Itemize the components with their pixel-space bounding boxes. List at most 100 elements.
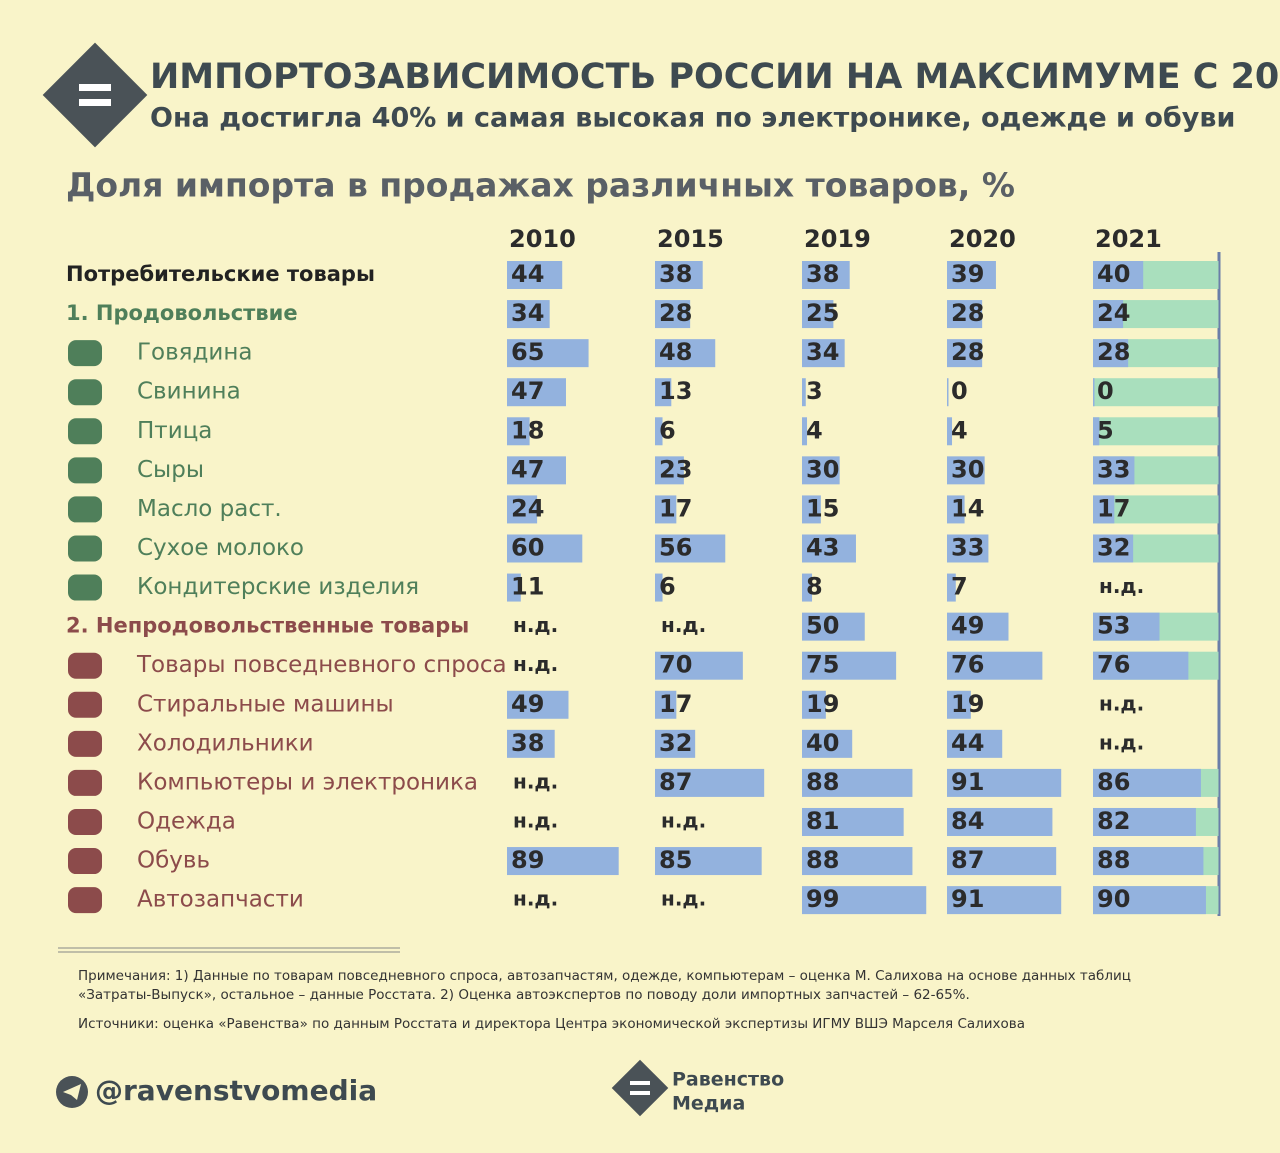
value: 43 xyxy=(806,533,839,561)
bar xyxy=(802,847,913,876)
no-data: н.д. xyxy=(513,808,558,832)
bar xyxy=(947,690,971,719)
icon xyxy=(68,887,102,914)
bar xyxy=(947,651,1043,680)
bar xyxy=(655,573,663,602)
row-label: Автозапчасти xyxy=(137,887,304,913)
no-data: н.д. xyxy=(513,887,558,911)
column-header: 2015 xyxy=(657,225,724,253)
value: 24 xyxy=(1097,299,1130,327)
value: 38 xyxy=(806,260,839,288)
value: 32 xyxy=(659,729,692,757)
icon xyxy=(68,730,102,757)
value: 48 xyxy=(659,338,692,366)
bar xyxy=(507,690,569,719)
value: 44 xyxy=(951,729,984,757)
bar xyxy=(655,651,743,680)
value: 84 xyxy=(951,807,984,835)
sources: Источники: оценка «Равенства» по данным … xyxy=(78,1016,1025,1032)
row-label: 2. Непродовольственные товары xyxy=(66,614,469,638)
icon xyxy=(68,418,102,445)
bar xyxy=(802,261,850,289)
bar xyxy=(655,300,691,329)
bar xyxy=(1093,417,1100,446)
value: 50 xyxy=(806,612,839,640)
value: 85 xyxy=(659,846,692,874)
row-label: Товары повседневного спроса xyxy=(136,652,507,678)
bar xyxy=(655,456,684,485)
value: 11 xyxy=(511,573,544,601)
row-label: Масло раст. xyxy=(137,496,282,522)
bar xyxy=(1093,847,1204,876)
bar xyxy=(655,417,663,446)
bar xyxy=(802,651,897,680)
bar xyxy=(1093,768,1201,797)
no-data: н.д. xyxy=(1099,691,1144,715)
value: 17 xyxy=(1097,494,1130,522)
no-data: н.д. xyxy=(1099,730,1144,754)
bar xyxy=(507,378,566,407)
value: 49 xyxy=(511,690,544,718)
bar xyxy=(947,339,983,368)
bar xyxy=(507,261,563,289)
value: 47 xyxy=(511,455,544,483)
bar xyxy=(947,495,965,524)
row-label: Холодильники xyxy=(137,730,314,756)
bar xyxy=(1093,495,1115,524)
bar xyxy=(655,768,765,797)
bar xyxy=(1093,534,1134,563)
value: 4 xyxy=(951,416,968,444)
icon xyxy=(68,574,102,601)
value: 87 xyxy=(659,768,692,796)
footer-logo xyxy=(611,1059,669,1117)
value: 32 xyxy=(1097,533,1130,561)
logo-text: Равенство xyxy=(672,1069,784,1091)
value: 28 xyxy=(1097,338,1130,366)
bar xyxy=(1093,612,1160,641)
value: 28 xyxy=(951,299,984,327)
bar xyxy=(1093,651,1189,680)
icon xyxy=(68,379,102,406)
column-header: 2020 xyxy=(949,225,1016,253)
value: 5 xyxy=(1097,416,1114,444)
value: 4 xyxy=(806,416,823,444)
bar xyxy=(947,300,983,329)
value: 76 xyxy=(951,651,984,679)
value: 28 xyxy=(951,338,984,366)
icon xyxy=(68,769,102,796)
bar xyxy=(802,534,856,563)
icon xyxy=(68,848,102,875)
row-label: Сухое молоко xyxy=(137,535,304,561)
bar xyxy=(655,690,677,719)
row-label: Свинина xyxy=(137,379,241,405)
no-data: н.д. xyxy=(513,652,558,676)
value: 8 xyxy=(806,573,823,601)
bar xyxy=(947,417,953,446)
value: 25 xyxy=(806,299,839,327)
bar xyxy=(1093,886,1206,915)
bar xyxy=(802,456,840,485)
row-label: Стиральные машины xyxy=(137,691,394,717)
bar xyxy=(947,768,1062,797)
value: 13 xyxy=(659,377,692,405)
bar xyxy=(947,456,985,485)
value: 33 xyxy=(1097,455,1130,483)
bar-background xyxy=(1093,417,1219,446)
value: 15 xyxy=(806,494,839,522)
value: 90 xyxy=(1097,885,1130,913)
value: 47 xyxy=(511,377,544,405)
logo xyxy=(42,42,148,148)
bar xyxy=(947,573,956,602)
bar xyxy=(1093,378,1095,407)
bar xyxy=(947,886,1062,915)
bar xyxy=(1093,807,1196,836)
value: 88 xyxy=(806,768,839,796)
icon xyxy=(68,535,102,562)
value: 19 xyxy=(806,690,839,718)
value: 53 xyxy=(1097,612,1130,640)
column-header: 2010 xyxy=(509,225,576,253)
row-label: Обувь xyxy=(137,848,210,874)
icon xyxy=(68,652,102,679)
icon xyxy=(68,496,102,523)
